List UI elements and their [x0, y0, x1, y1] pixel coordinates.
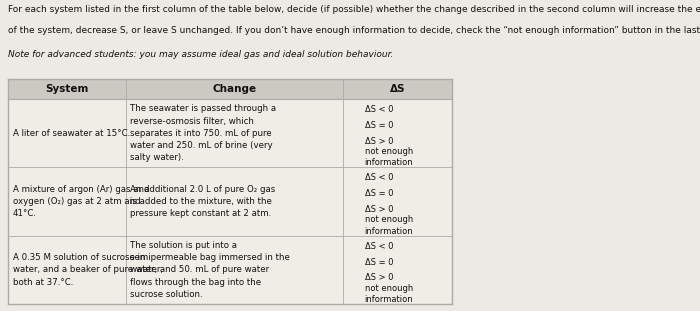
Text: ΔS = 0: ΔS = 0 [365, 121, 393, 130]
Text: not enough
information: not enough information [365, 284, 413, 304]
Text: ΔS < 0: ΔS < 0 [365, 173, 393, 182]
Text: A mixture of argon (Ar) gas and
oxygen (O₂) gas at 2 atm and
41°C.: A mixture of argon (Ar) gas and oxygen (… [13, 185, 149, 218]
Text: ΔS > 0: ΔS > 0 [365, 273, 393, 282]
Text: ΔS = 0: ΔS = 0 [365, 189, 393, 198]
Text: ΔS: ΔS [389, 84, 405, 94]
Text: of the system, decrease S, or leave S unchanged. If you don’t have enough inform: of the system, decrease S, or leave S un… [8, 26, 700, 35]
Text: ΔS < 0: ΔS < 0 [365, 242, 393, 251]
Text: ΔS = 0: ΔS = 0 [365, 258, 393, 267]
Text: not enough
information: not enough information [365, 216, 413, 235]
Text: ΔS < 0: ΔS < 0 [365, 105, 393, 114]
Text: A liter of seawater at 15°C.: A liter of seawater at 15°C. [13, 129, 130, 138]
Text: not enough
information: not enough information [365, 147, 413, 167]
Text: The solution is put into a
semipermeable bag immersed in the
water, and 50. mL o: The solution is put into a semipermeable… [130, 241, 290, 299]
Text: ΔS > 0: ΔS > 0 [365, 205, 393, 214]
Text: The seawater is passed through a
reverse-osmosis filter, which
separates it into: The seawater is passed through a reverse… [130, 104, 276, 162]
Text: System: System [46, 84, 89, 94]
Text: ΔS > 0: ΔS > 0 [365, 137, 393, 146]
Text: Note for advanced students: you may assume ideal gas and ideal solution behaviou: Note for advanced students: you may assu… [8, 50, 394, 59]
Text: A 0.35 M solution of sucrose in
water, and a beaker of pure water,
both at 37.°C: A 0.35 M solution of sucrose in water, a… [13, 253, 162, 287]
Text: An additional 2.0 L of pure O₂ gas
is added to the mixture, with the
pressure ke: An additional 2.0 L of pure O₂ gas is ad… [130, 185, 275, 218]
Text: Change: Change [212, 84, 256, 94]
Text: For each system listed in the first column of the table below, decide (if possib: For each system listed in the first colu… [8, 5, 700, 14]
